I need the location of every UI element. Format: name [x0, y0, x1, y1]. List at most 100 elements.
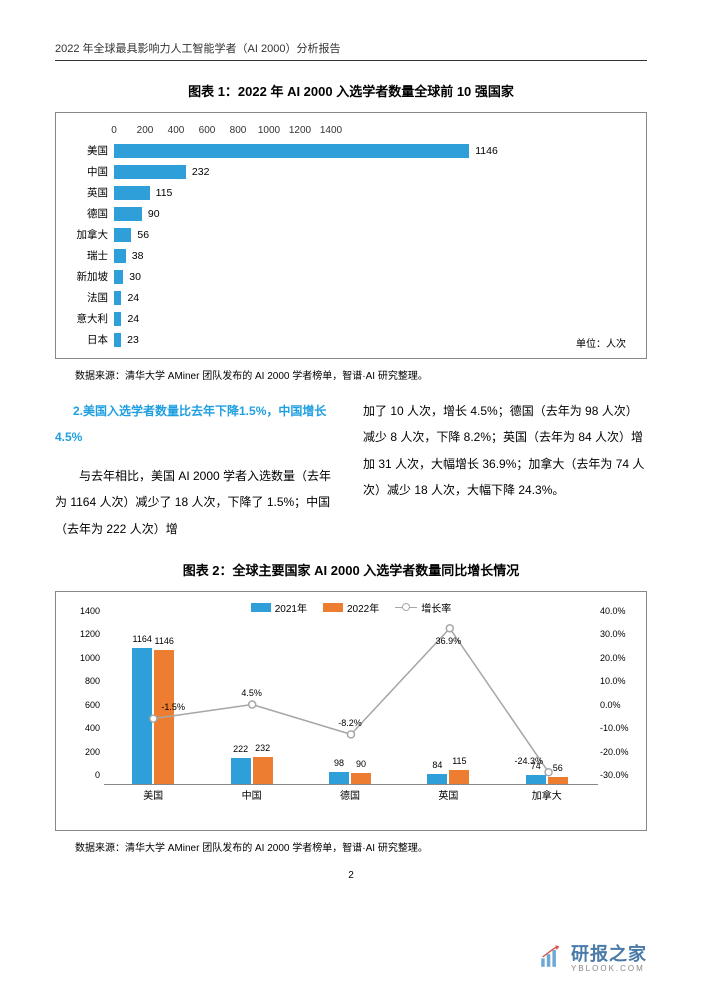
section-heading: 2.美国入选学者数量比去年下降1.5%，中国增长 4.5%	[55, 398, 339, 451]
chart1-value: 30	[129, 271, 141, 283]
chart2-bar-2022: 90	[351, 773, 371, 784]
chart1-bar	[114, 312, 121, 326]
chart2-barlabel: 90	[351, 759, 371, 769]
chart1-source: 数据来源：清华大学 AMiner 团队发布的 AI 2000 学者榜单，智谱·A…	[55, 367, 647, 382]
chart2-legend: 2021年 2022年 增长率	[68, 600, 634, 615]
chart1-value: 1146	[475, 145, 498, 157]
chart2-yright-tick: -30.0%	[600, 770, 638, 780]
chart1-value: 90	[148, 208, 160, 220]
page-number: 2	[55, 870, 647, 881]
chart2-barlabel: 222	[231, 744, 251, 754]
chart1-row: 中国232	[66, 161, 626, 182]
chart2-xlabel: 德国	[320, 787, 380, 802]
chart1-row: 新加坡 30	[66, 266, 626, 287]
chart2-yright-tick: 20.0%	[600, 653, 638, 663]
chart2-group: 11641146	[123, 648, 183, 784]
chart1-row: 加拿大56	[66, 224, 626, 245]
chart1-bar	[114, 291, 121, 305]
logo-icon	[537, 943, 565, 971]
chart2-growth-label: 36.9%	[436, 636, 462, 646]
chart1-bar	[114, 270, 123, 284]
chart2-barlabel: 56	[548, 763, 568, 773]
chart1-bar	[114, 228, 131, 242]
chart1-bar	[114, 333, 121, 347]
chart1-category-label: 德国	[66, 206, 114, 221]
chart2-barlabel: 1164	[132, 634, 152, 644]
chart1-category-label: 瑞士	[66, 248, 114, 263]
body-text-section: 2.美国入选学者数量比去年下降1.5%，中国增长 4.5% 与去年相比，美国 A…	[55, 398, 647, 542]
chart2-xlabel: 英国	[418, 787, 478, 802]
chart1-value: 115	[156, 187, 173, 199]
chart2-group: 9890	[320, 772, 380, 783]
chart2-growth-label: -1.5%	[161, 702, 185, 712]
chart1-bar	[114, 165, 186, 179]
chart1-bar	[114, 249, 126, 263]
chart1-value: 23	[127, 334, 139, 346]
chart2-group: 84115	[418, 770, 478, 783]
chart1-value: 56	[137, 229, 149, 241]
chart2-group: 222232	[222, 757, 282, 784]
legend-2021: 2021年	[275, 600, 307, 615]
chart1-row: 英国 115	[66, 182, 626, 203]
chart2-yright-tick: 0.0%	[600, 700, 638, 710]
chart2-xlabel: 加拿大	[517, 787, 577, 802]
chart2-bar-2021: 84	[427, 774, 447, 784]
chart1-bar	[114, 186, 150, 200]
chart2-barlabel: 232	[253, 743, 273, 753]
legend-growth: 增长率	[421, 600, 451, 615]
chart2-yleft-tick: 200	[70, 747, 100, 757]
chart2-barlabel: 98	[329, 758, 349, 768]
chart2-bar-2021: 1164	[132, 648, 152, 784]
chart1-title: 图表 1：2022 年 AI 2000 入选学者数量全球前 10 强国家	[55, 81, 647, 100]
chart2-barlabel: 84	[427, 760, 447, 770]
watermark-logo: 研报之家 YBLOOK.COM	[537, 940, 647, 973]
chart1-category-label: 新加坡	[66, 269, 114, 284]
chart2-yright-tick: 40.0%	[600, 606, 638, 616]
chart1-value: 38	[132, 250, 144, 262]
chart1-row: 德国 90	[66, 203, 626, 224]
chart2-yleft-tick: 400	[70, 723, 100, 733]
chart2-bar-2021: 74	[526, 775, 546, 784]
chart2-xlabel: 中国	[222, 787, 282, 802]
chart1-category-label: 法国	[66, 290, 114, 305]
body-col2: 加了 10 人次，增长 4.5%；德国（去年为 98 人次）减少 8 人次，下降…	[363, 398, 647, 504]
chart2-yright-tick: -10.0%	[600, 723, 638, 733]
chart1-category-label: 中国	[66, 164, 114, 179]
chart2-yleft-tick: 800	[70, 676, 100, 686]
chart1-row: 瑞士 38	[66, 245, 626, 266]
chart1: 0200400600800100012001400 美国1146中国232英国1…	[55, 112, 647, 359]
chart2-yleft-tick: 1400	[70, 606, 100, 616]
chart2-yright-tick: -20.0%	[600, 747, 638, 757]
chart2-yleft-tick: 1000	[70, 653, 100, 663]
chart2-yleft-tick: 0	[70, 770, 100, 780]
chart1-row: 意大利 24	[66, 308, 626, 329]
chart1-value: 24	[127, 292, 139, 304]
chart1-category-label: 意大利	[66, 311, 114, 326]
chart2-yleft-tick: 600	[70, 700, 100, 710]
chart1-row: 日本 23	[66, 329, 626, 350]
chart2-growth-label: 4.5%	[241, 688, 262, 698]
chart2-bar-2021: 98	[329, 772, 349, 783]
chart2-title: 图表 2：全球主要国家 AI 2000 入选学者数量同比增长情况	[55, 560, 647, 579]
chart2: 2021年 2022年 增长率 020040060080010001200140…	[55, 591, 647, 831]
chart1-bar	[114, 207, 142, 221]
chart1-bar	[114, 144, 469, 158]
logo-sub: YBLOOK.COM	[571, 964, 647, 973]
chart2-growth-label: -24.3%	[515, 756, 544, 766]
chart1-category-label: 日本	[66, 332, 114, 347]
chart2-growth-label: -8.2%	[338, 718, 362, 728]
chart1-row: 法国 24	[66, 287, 626, 308]
chart1-tick: 1400	[300, 125, 362, 136]
chart2-yright-tick: 30.0%	[600, 629, 638, 639]
chart2-barlabel: 1146	[154, 636, 174, 646]
body-col1: 与去年相比，美国 AI 2000 学者入选数量（去年为 1164 人次）减少了 …	[55, 463, 339, 542]
legend-2022: 2022年	[347, 600, 379, 615]
chart2-xlabel: 美国	[123, 787, 183, 802]
chart2-bar-2022: 232	[253, 757, 273, 784]
chart1-value: 24	[127, 313, 139, 325]
chart2-bar-2021: 222	[231, 758, 251, 784]
chart2-bar-2022: 115	[449, 770, 469, 783]
chart2-bar-2022: 56	[548, 777, 568, 784]
chart2-source: 数据来源：清华大学 AMiner 团队发布的 AI 2000 学者榜单，智谱·A…	[55, 839, 647, 854]
chart1-category-label: 英国	[66, 185, 114, 200]
